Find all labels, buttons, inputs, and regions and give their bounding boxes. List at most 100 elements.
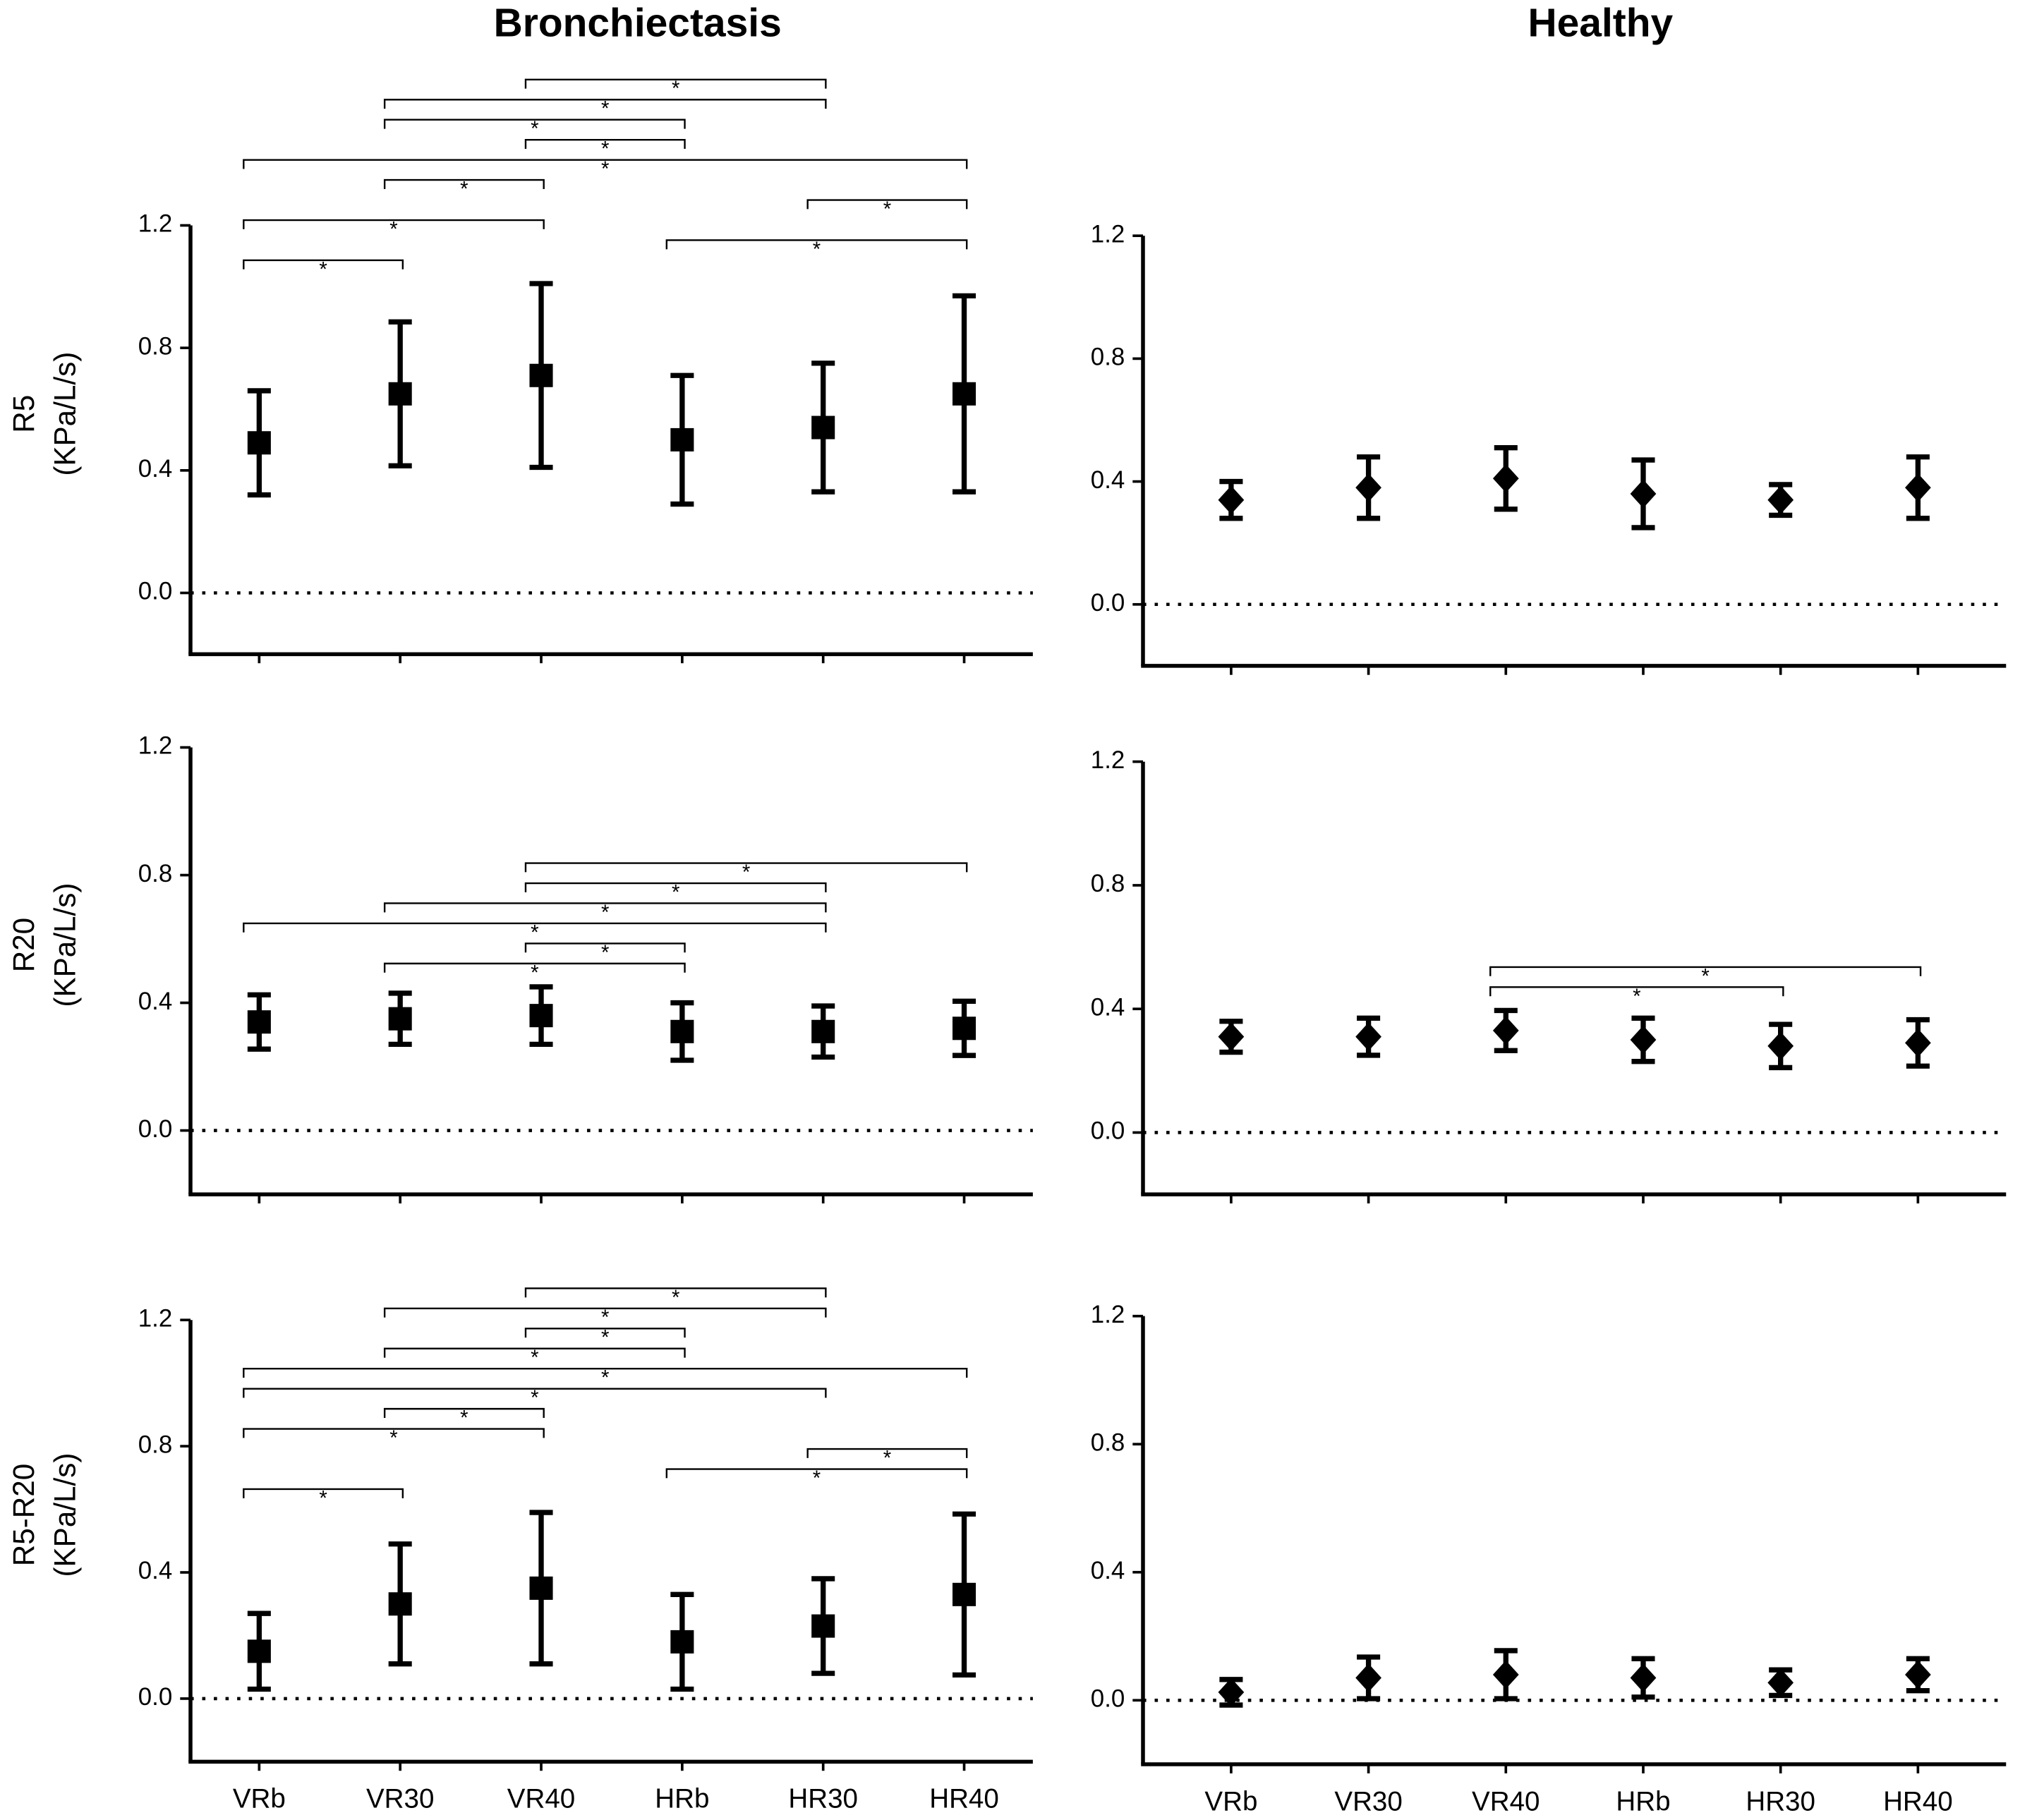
- marker: [1767, 1031, 1794, 1060]
- y-tick-label: 0.0: [1091, 1685, 1125, 1712]
- panel: 0.0 0.4 0.8 1.2 * *: [1091, 746, 2007, 1203]
- panel-title: Bronchiectasis: [494, 1, 782, 46]
- marker: [1767, 1668, 1794, 1697]
- x-tick-label: VR30: [366, 1784, 434, 1814]
- significance-bracket: [524, 138, 686, 150]
- x-tick-label: VR30: [1334, 1786, 1402, 1816]
- significance-label: *: [319, 1486, 327, 1510]
- panel: 0.0 0.4 0.8 1.2 Healthy: [1091, 1, 2007, 675]
- y-tick-label: 0.0: [1091, 1117, 1125, 1145]
- marker: [1492, 1016, 1519, 1045]
- marker: [388, 1007, 412, 1031]
- significance-label: *: [813, 1467, 821, 1490]
- x-tick-label: HR40: [929, 1784, 999, 1814]
- marker: [670, 1630, 694, 1654]
- significance-label: *: [319, 257, 327, 281]
- significance-label: *: [531, 117, 538, 140]
- significance-bracket: [243, 1488, 404, 1498]
- significance-bracket: [243, 922, 827, 933]
- y-axis-label: R20: [7, 918, 40, 972]
- y-axis-label: R5: [7, 395, 40, 433]
- significance-bracket: [524, 882, 827, 892]
- x-tick-label: VR40: [1472, 1786, 1540, 1816]
- y-tick-label: 0.8: [138, 1431, 172, 1458]
- marker: [953, 1582, 976, 1606]
- significance-label: *: [601, 97, 609, 121]
- marker: [1355, 1663, 1381, 1692]
- significance-bracket: [806, 199, 968, 210]
- significance-label: *: [1701, 964, 1709, 988]
- y-tick-label: 0.0: [138, 1683, 172, 1711]
- significance-bracket: [243, 1368, 968, 1378]
- marker: [1355, 473, 1381, 502]
- x-tick-label: HR30: [788, 1784, 858, 1814]
- y-tick-label: 0.8: [138, 332, 172, 360]
- significance-bracket: [383, 1407, 545, 1418]
- y-tick-label: 1.2: [1091, 220, 1125, 248]
- x-tick-label: HR40: [1883, 1786, 1953, 1816]
- significance-label: *: [601, 157, 609, 181]
- significance-label: *: [601, 901, 609, 924]
- marker: [811, 415, 835, 439]
- significance-bracket: [806, 1448, 968, 1458]
- y-tick-label: 1.2: [138, 210, 172, 238]
- significance-label: *: [601, 1306, 609, 1329]
- marker: [247, 1639, 271, 1663]
- x-tick-label: VRb: [1204, 1786, 1257, 1816]
- y-tick-label: 1.2: [138, 732, 172, 760]
- significance-label: *: [742, 861, 750, 884]
- significance-label: *: [460, 1407, 468, 1430]
- marker: [529, 1576, 553, 1600]
- y-tick-label: 0.8: [138, 860, 172, 887]
- marker: [1492, 464, 1519, 493]
- y-tick-label: 0.4: [138, 455, 172, 483]
- x-tick-label: VR40: [507, 1784, 575, 1814]
- marker: [811, 1019, 835, 1043]
- significance-bracket: [1489, 986, 1784, 997]
- y-axis-label: R5-R20: [7, 1464, 40, 1566]
- panel: 0.0 0.4 0.8 1.2 R20 (KPa/L/s) * * * * * *: [7, 732, 1033, 1203]
- significance-bracket: [243, 159, 968, 169]
- x-tick-label: VRb: [233, 1784, 286, 1814]
- y-tick-label: 0.8: [1091, 870, 1125, 897]
- significance-bracket: [383, 962, 686, 973]
- significance-bracket: [383, 902, 827, 913]
- marker: [670, 427, 694, 451]
- significance-label: *: [531, 1346, 538, 1369]
- marker: [1218, 1022, 1245, 1051]
- marker: [1218, 1678, 1245, 1707]
- marker: [1630, 479, 1657, 509]
- significance-bracket: [524, 78, 827, 89]
- significance-label: *: [672, 880, 679, 904]
- panel-title: Healthy: [1528, 1, 1674, 46]
- significance-label: *: [531, 961, 538, 984]
- significance-label: *: [1633, 985, 1640, 1008]
- y-tick-label: 0.4: [1091, 466, 1125, 494]
- significance-label: *: [531, 921, 538, 944]
- y-axis-label: (KPa/L/s): [49, 1453, 82, 1577]
- y-tick-label: 0.4: [138, 1557, 172, 1584]
- significance-label: *: [672, 77, 679, 100]
- marker: [1630, 1663, 1657, 1692]
- marker: [1630, 1025, 1657, 1055]
- significance-label: *: [389, 217, 397, 241]
- significance-bracket: [383, 1347, 686, 1358]
- marker: [529, 1004, 553, 1028]
- significance-bracket: [665, 1468, 968, 1479]
- panel: 0.0 0.4 0.8 1.2 VRb VR30 VR40 HRb HR30 HR40: [1091, 1301, 2007, 1816]
- significance-bracket: [383, 178, 545, 189]
- significance-bracket: [383, 99, 827, 109]
- y-tick-label: 1.2: [1091, 746, 1125, 774]
- significance-bracket: [243, 219, 545, 229]
- significance-label: *: [883, 198, 891, 221]
- significance-bracket: [243, 1428, 545, 1438]
- marker: [953, 1017, 976, 1041]
- significance-bracket: [383, 119, 686, 129]
- significance-bracket: [524, 862, 968, 873]
- y-tick-label: 0.0: [138, 1115, 172, 1143]
- y-tick-label: 0.8: [1091, 344, 1125, 371]
- significance-label: *: [672, 1286, 679, 1309]
- significance-label: *: [601, 941, 609, 964]
- significance-label: *: [389, 1426, 397, 1450]
